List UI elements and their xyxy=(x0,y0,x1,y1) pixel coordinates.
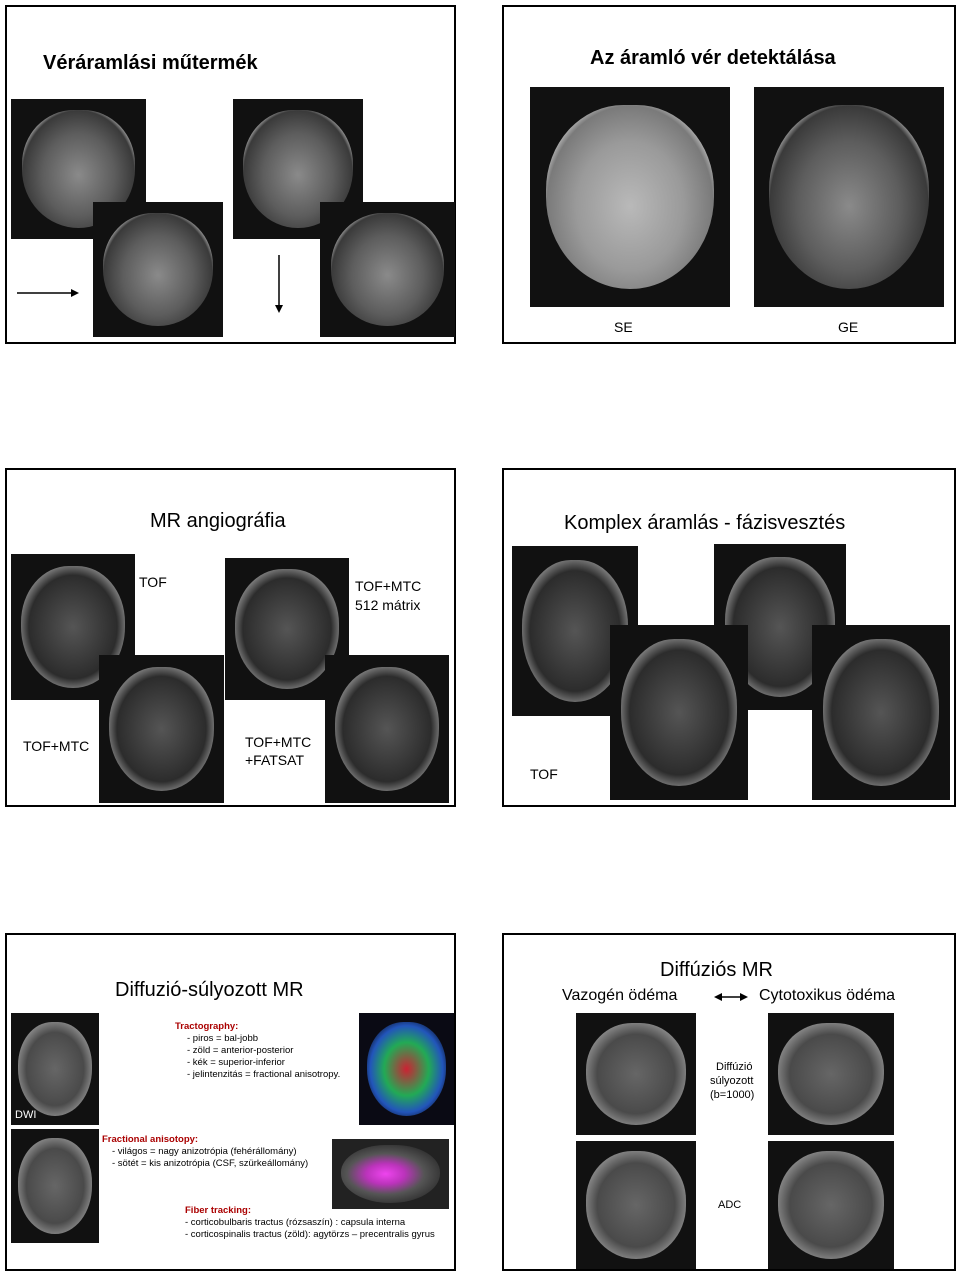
mri-image xyxy=(754,87,944,307)
slide: Az áramló vér detektálása SE GE xyxy=(502,5,956,344)
image-label: ADC xyxy=(718,1199,742,1211)
slide: Komplex áramlás - fázisvesztés TOF xyxy=(502,468,956,807)
mri-image xyxy=(768,1013,894,1135)
text-heading: Fiber tracking: xyxy=(185,1205,251,1216)
text-line: - jelintenzitás = fractional anisotropy. xyxy=(187,1069,341,1080)
text-line: - kék = superior-inferior xyxy=(187,1057,285,1068)
mri-image xyxy=(93,202,223,337)
slide: Véráramlási műtermék xyxy=(5,5,456,344)
image-label: TOF xyxy=(530,766,558,782)
image-label: TOF+MTC xyxy=(245,734,312,750)
mri-image xyxy=(99,655,224,803)
mri-image xyxy=(768,1141,894,1269)
double-arrow xyxy=(714,993,748,1001)
image-label: +FATSAT xyxy=(245,752,304,768)
column-heading: Cytotoxikus ödéma xyxy=(759,987,896,1004)
text-line: - corticobulbaris tractus (rózsaszín) : … xyxy=(185,1217,406,1228)
image-label: TOF+MTC xyxy=(355,578,422,594)
slide-title: Az áramló vér detektálása xyxy=(590,47,836,69)
mri-image xyxy=(332,1139,449,1209)
slide-title: Diffuzió-súlyozott MR xyxy=(115,979,304,1001)
image-label: SE xyxy=(614,319,633,335)
mri-image xyxy=(359,1013,454,1125)
image-label: TOF xyxy=(139,574,167,590)
mri-image xyxy=(320,202,455,337)
mri-image xyxy=(576,1013,696,1135)
image-label: DWI xyxy=(15,1109,37,1121)
text-line: - corticospinalis tractus (zöld): agytör… xyxy=(185,1229,435,1240)
image-label: 512 mátrix xyxy=(355,597,421,613)
mri-image xyxy=(576,1141,696,1269)
mri-image xyxy=(530,87,730,307)
text-heading: Fractional anisotopy: xyxy=(102,1134,199,1145)
slide-title: Komplex áramlás - fázisvesztés xyxy=(564,512,846,534)
image-label: súlyozott xyxy=(710,1075,754,1087)
mri-image xyxy=(610,625,748,800)
text-heading: Tractography: xyxy=(175,1021,239,1032)
arrows xyxy=(17,255,283,313)
column-heading: Vazogén ödéma xyxy=(562,987,678,1004)
image-label: GE xyxy=(838,319,859,335)
text-line: - világos = nagy anizotrópia (fehérállom… xyxy=(112,1146,297,1157)
text-line: - piros = bal-jobb xyxy=(187,1033,259,1044)
slide: MR angiográfia TOF TOF+MTC 512 mátrix TO… xyxy=(5,468,456,807)
mri-image xyxy=(812,625,950,800)
image-label: Diffúzió xyxy=(716,1061,753,1073)
text-line: - sötét = kis anizotrópia (CSF, szürkeál… xyxy=(112,1158,309,1169)
mri-image xyxy=(11,1013,99,1125)
arrow-head xyxy=(71,289,79,297)
slide-title: Véráramlási műtermék xyxy=(43,52,258,74)
slide-title: Diffúziós MR xyxy=(660,959,773,981)
arrow-head xyxy=(275,305,283,313)
slide: Diffuzió-súlyozott MR DWI Tractography: … xyxy=(5,933,456,1271)
slide-title: MR angiográfia xyxy=(150,510,286,532)
text-line: - zöld = anterior-posterior xyxy=(187,1045,294,1056)
slide: Diffúziós MR Vazogén ödéma Cytotoxikus ö… xyxy=(502,933,956,1271)
image-label: (b=1000) xyxy=(710,1089,755,1101)
image-label: TOF+MTC xyxy=(23,738,90,754)
mri-image xyxy=(11,1129,99,1243)
mri-image xyxy=(325,655,449,803)
